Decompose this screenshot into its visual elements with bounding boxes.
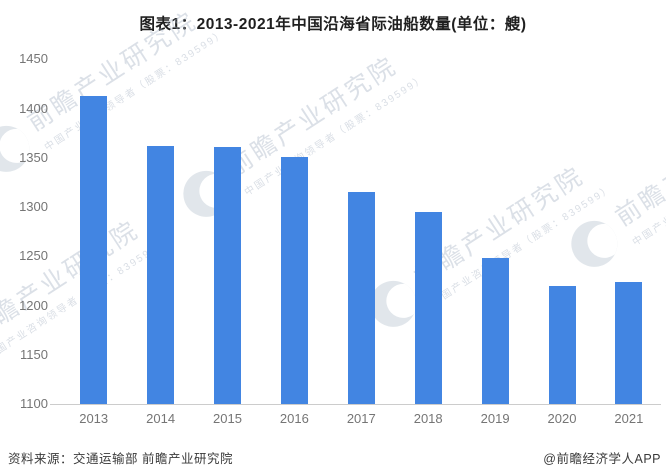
bar-2015 bbox=[214, 146, 241, 404]
x-tick-label-2014: 2014 bbox=[146, 411, 176, 426]
y-tick-label-1450: 1450 bbox=[19, 51, 48, 67]
x-tick-label-2017: 2017 bbox=[346, 411, 376, 426]
watermark-brand-text: 前瞻产业研究院 bbox=[610, 101, 666, 232]
watermark-stamp: 前瞻产业研究院中国产业咨询领导者（股票：839599） bbox=[560, 87, 666, 279]
x-tick-label-2019: 2019 bbox=[480, 411, 510, 426]
bar-2018 bbox=[414, 211, 442, 404]
y-tick-label-1200: 1200 bbox=[19, 297, 48, 313]
bar-2017 bbox=[347, 192, 375, 404]
x-tick-label-2015: 2015 bbox=[213, 411, 242, 426]
y-tick-label-1400: 1400 bbox=[19, 100, 48, 116]
x-tick-label-2018: 2018 bbox=[413, 411, 443, 426]
watermark-brand-text: 前瞻产业研究院 bbox=[22, 6, 203, 137]
x-axis-line bbox=[50, 404, 661, 405]
watermark-tagline-text: 中国产业咨询领导者（股票：839599） bbox=[429, 183, 615, 309]
chart-title: 图表1：2013-2021年中国沿海省际油船数量(单位：艘) bbox=[139, 16, 527, 33]
watermark-tagline-text: 中国产业咨询领导者（股票：839599） bbox=[42, 28, 228, 154]
bar-2021 bbox=[615, 281, 643, 404]
x-tick-label-2013: 2013 bbox=[79, 411, 109, 426]
watermark-tagline-text: 中国产业咨询领导者（股票：839599） bbox=[630, 123, 666, 249]
y-tick-label-1150: 1150 bbox=[20, 346, 48, 362]
y-tick-label-1250: 1250 bbox=[19, 248, 48, 264]
y-tick-label-1350: 1350 bbox=[19, 149, 48, 165]
x-tick-label-2020: 2020 bbox=[547, 411, 577, 426]
x-tick-label-2016: 2016 bbox=[279, 411, 309, 426]
bar-2016 bbox=[280, 156, 308, 404]
brand-credit: @前瞻经济学人APP bbox=[543, 452, 661, 466]
x-tick-label-2021: 2021 bbox=[614, 411, 644, 426]
data-source-note: 资料来源：交通运输部 前瞻产业研究院 bbox=[8, 452, 233, 466]
watermark-brand-text: 前瞻产业研究院 bbox=[222, 51, 403, 182]
y-tick-label-1100: 1100 bbox=[20, 396, 48, 411]
bar-2019 bbox=[481, 258, 509, 404]
watermark-tagline-text: 中国产业咨询领导者（股票：839599） bbox=[242, 73, 428, 199]
bar-2020 bbox=[548, 285, 576, 404]
qianzhan-logo-icon bbox=[562, 212, 627, 276]
y-tick-label-1300: 1300 bbox=[19, 199, 48, 214]
bar-2014 bbox=[147, 145, 175, 404]
bar-2013 bbox=[80, 95, 108, 404]
